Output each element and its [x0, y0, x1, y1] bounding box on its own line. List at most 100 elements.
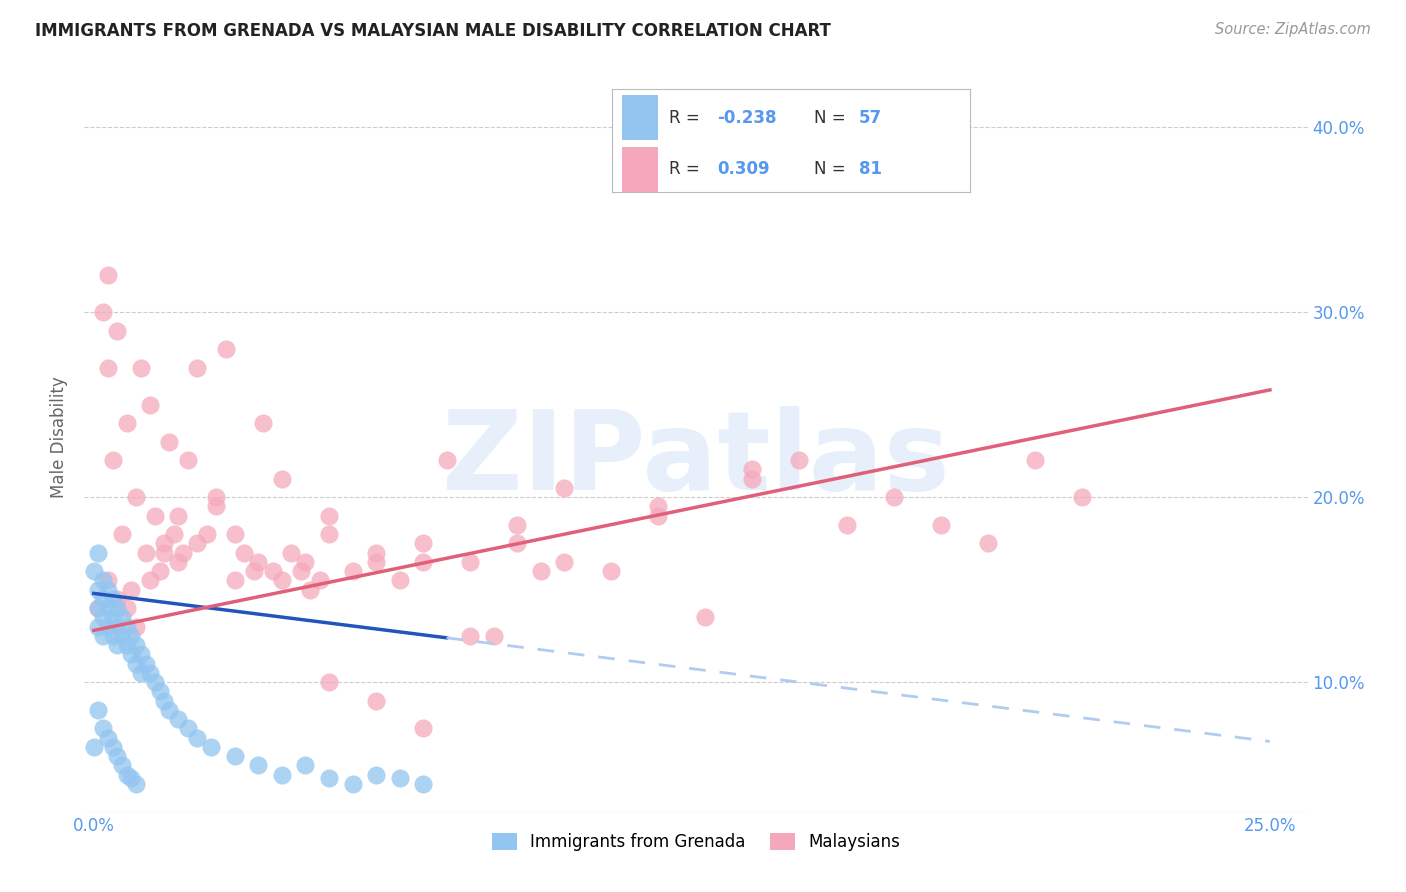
Point — [83, 564, 105, 578]
Point — [153, 536, 176, 550]
Point — [506, 518, 529, 533]
Point — [247, 555, 270, 569]
Text: 0.309: 0.309 — [717, 161, 770, 178]
Point — [129, 648, 152, 662]
Point — [97, 360, 120, 375]
Point — [91, 610, 114, 624]
Point — [125, 490, 148, 504]
Point — [482, 629, 505, 643]
Point — [600, 564, 623, 578]
Point — [271, 768, 294, 782]
Point — [458, 629, 481, 643]
Point — [97, 620, 120, 634]
Point — [105, 324, 128, 338]
Point — [129, 665, 152, 680]
Y-axis label: Male Disability: Male Disability — [51, 376, 69, 498]
Point — [111, 629, 134, 643]
Point — [271, 472, 294, 486]
Point — [91, 305, 114, 319]
Point — [135, 657, 157, 671]
Point — [101, 739, 124, 754]
Point — [976, 536, 998, 550]
Point — [111, 527, 134, 541]
Point — [120, 772, 142, 786]
Point — [172, 546, 194, 560]
Point — [364, 555, 387, 569]
Text: R =: R = — [669, 161, 710, 178]
Point — [553, 555, 575, 569]
Point — [111, 758, 134, 772]
Point — [224, 749, 246, 764]
Point — [412, 722, 434, 736]
Text: 57: 57 — [859, 109, 882, 127]
Point — [101, 610, 124, 624]
Point — [252, 416, 274, 430]
Point — [153, 546, 176, 560]
Point — [120, 629, 142, 643]
Point — [83, 739, 105, 754]
Point — [120, 648, 142, 662]
Point — [262, 564, 284, 578]
Point — [87, 546, 110, 560]
Point — [167, 508, 190, 523]
Point — [153, 694, 176, 708]
Point — [530, 564, 553, 578]
Point — [412, 536, 434, 550]
Point — [308, 574, 330, 588]
FancyBboxPatch shape — [623, 95, 658, 140]
Point — [115, 416, 138, 430]
Point — [318, 675, 340, 690]
Point — [97, 582, 120, 597]
Point — [177, 722, 200, 736]
Point — [97, 731, 120, 745]
Point — [789, 453, 811, 467]
Point — [412, 555, 434, 569]
FancyBboxPatch shape — [623, 146, 658, 192]
Point — [105, 620, 128, 634]
Point — [318, 508, 340, 523]
Point — [167, 555, 190, 569]
Point — [364, 694, 387, 708]
Point — [101, 591, 124, 606]
Point — [388, 772, 411, 786]
Point — [436, 453, 458, 467]
Point — [364, 768, 387, 782]
Point — [120, 582, 142, 597]
Point — [294, 555, 316, 569]
Point — [91, 722, 114, 736]
Point — [91, 574, 114, 588]
Point — [1024, 453, 1046, 467]
Text: 81: 81 — [859, 161, 882, 178]
Point — [364, 546, 387, 560]
Point — [115, 620, 138, 634]
Point — [125, 638, 148, 652]
Point — [87, 620, 110, 634]
Point — [91, 591, 114, 606]
Point — [149, 684, 172, 698]
Point — [247, 758, 270, 772]
Point — [200, 739, 222, 754]
Point — [135, 546, 157, 560]
Text: IMMIGRANTS FROM GRENADA VS MALAYSIAN MALE DISABILITY CORRELATION CHART: IMMIGRANTS FROM GRENADA VS MALAYSIAN MAL… — [35, 22, 831, 40]
Point — [115, 638, 138, 652]
Point — [87, 703, 110, 717]
Point — [167, 712, 190, 726]
Point — [101, 453, 124, 467]
Text: ZIPatlas: ZIPatlas — [441, 406, 950, 513]
Point — [299, 582, 322, 597]
Point — [105, 749, 128, 764]
Point — [115, 601, 138, 615]
Point — [139, 665, 162, 680]
Point — [242, 564, 264, 578]
Point — [186, 536, 208, 550]
Point — [115, 768, 138, 782]
Point — [105, 591, 128, 606]
Point — [101, 629, 124, 643]
Point — [647, 500, 669, 514]
Point — [177, 453, 200, 467]
Point — [87, 582, 110, 597]
Point — [139, 574, 162, 588]
Point — [458, 555, 481, 569]
Point — [506, 536, 529, 550]
Point — [647, 508, 669, 523]
